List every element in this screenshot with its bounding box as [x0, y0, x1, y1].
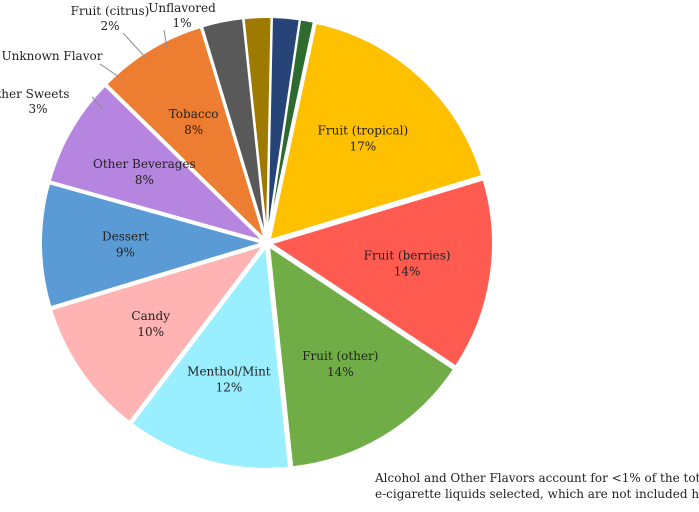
- slice-percent: 17%: [350, 140, 377, 154]
- slice-label-other-sweets: Other Sweets: [0, 87, 69, 101]
- slice-label-fruit-berries: Fruit (berries) 14%: [364, 249, 451, 279]
- pie-slice-candy: [49, 243, 267, 424]
- slice-label-fruit-tropical: Fruit (tropical) 17%: [318, 124, 409, 154]
- slice-percent: 8%: [184, 123, 203, 137]
- labels-layer: Fruit (tropical) 17%Fruit (berries) 14%Fru…: [0, 1, 451, 394]
- slice-name: Candy: [131, 309, 170, 323]
- slice-name: Fruit (other): [302, 349, 378, 363]
- slice-label-unknown-flavor: Unknown Flavor: [2, 49, 103, 63]
- slice-label-other-beverages: Other Beverages 8%: [93, 157, 196, 187]
- slice-name: Other Beverages: [93, 157, 196, 171]
- footnote-line-1: Alcohol and Other Flavors account for <1…: [375, 471, 699, 485]
- slice-percent: 9%: [116, 245, 135, 259]
- leader-line-unflavored: [163, 29, 168, 49]
- slice-percent: 8%: [135, 173, 154, 187]
- leader-lines-layer: [91, 29, 168, 110]
- footnote-line-2: e-cigarette liquids selected, which are …: [375, 487, 699, 501]
- footnote: Alcohol and Other Flavors account for <1…: [375, 470, 699, 502]
- slice-percent: 10%: [137, 325, 164, 339]
- pie-slice-dessert: [40, 182, 267, 309]
- slice-label-unflavored: Unflavored: [148, 1, 216, 15]
- pie-slice-other-beverages: [48, 84, 265, 242]
- pie-slice-fruit-tropical: [268, 21, 484, 242]
- pie-slice-tobacco: [104, 25, 266, 241]
- slice-percent-unflavored: 1%: [172, 16, 191, 30]
- slice-label-candy: Candy 10%: [131, 309, 170, 339]
- leader-line-unknown-flavor: [99, 63, 120, 78]
- slice-name: Menthol/Mint: [187, 364, 271, 378]
- leader-line-other-sweets: [91, 96, 104, 110]
- slice-label-dessert: Dessert 9%: [102, 229, 149, 259]
- slice-label-menthol-mint: Menthol/Mint 12%: [187, 364, 271, 394]
- pie-slice-fruit-berries: [268, 178, 494, 368]
- slice-label-fruit-other: Fruit (other) 14%: [302, 349, 378, 379]
- slice-label-tobacco: Tobacco 8%: [169, 107, 219, 137]
- slices-layer: [40, 16, 494, 470]
- slice-percent-other-sweets: 3%: [28, 102, 47, 116]
- slice-percent: 14%: [394, 265, 421, 279]
- slice-label-fruit-citrus: Fruit (citrus): [71, 4, 150, 18]
- slice-percent: 14%: [327, 365, 354, 379]
- pie-slice-unflavored: [266, 18, 316, 240]
- slice-name: Fruit (berries): [364, 249, 451, 263]
- slice-percent-fruit-citrus: 2%: [100, 19, 119, 33]
- pie-slice-fruit-other: [267, 244, 456, 469]
- slice-name: Fruit (tropical): [318, 124, 409, 138]
- slice-name: Dessert: [102, 229, 149, 243]
- leader-line-fruit-citrus: [122, 32, 147, 59]
- slice-name: Tobacco: [169, 107, 219, 121]
- slice-percent: 12%: [216, 380, 243, 394]
- pie-slice-menthol-mint: [130, 244, 291, 470]
